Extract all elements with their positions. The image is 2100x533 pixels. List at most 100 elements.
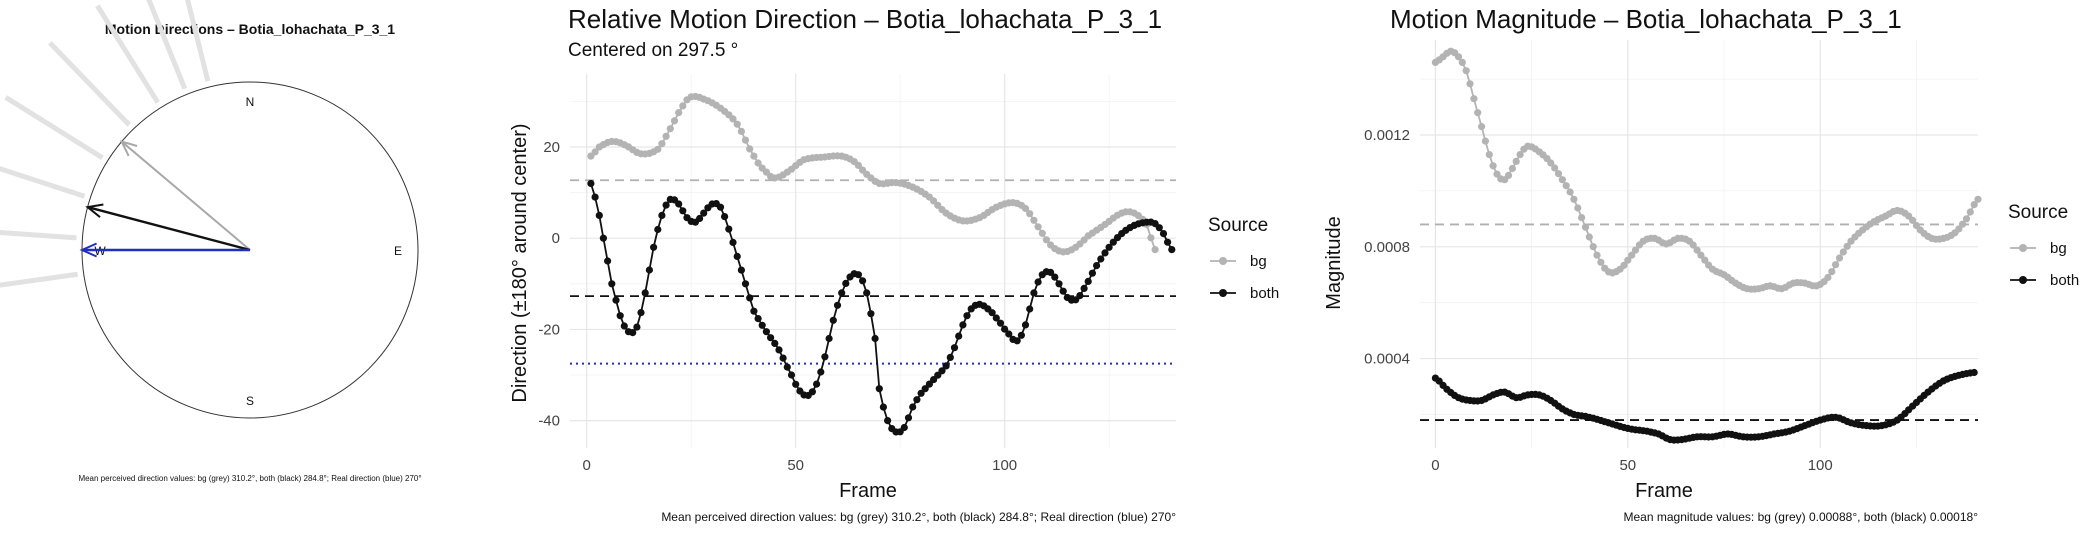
data-point-both [1047, 268, 1055, 276]
magnitude-ticks: 0 50 100 0.0004 0.0008 0.0012 [1364, 127, 1833, 474]
data-point-both [1005, 330, 1013, 338]
data-point-both [775, 346, 783, 354]
data-point-bg [1566, 188, 1574, 196]
magnitude-reference-lines [1420, 223, 1978, 421]
data-point-bg [1966, 208, 1974, 216]
data-point-both [696, 214, 704, 223]
data-point-both [808, 388, 816, 396]
data-point-bg [1551, 164, 1559, 172]
data-point-bg [1516, 151, 1524, 159]
data-point-both [587, 179, 595, 188]
data-point-bg [654, 145, 662, 153]
data-point-both [825, 334, 833, 343]
x-tick-label: 100 [1808, 457, 1833, 474]
data-point-both [792, 380, 800, 388]
data-point-bg [1504, 171, 1513, 179]
data-point-bg [750, 152, 758, 160]
data-point-bg [729, 115, 737, 123]
data-point-both [871, 334, 879, 343]
magnitude-caption: Mean magnitude values: bg (grey) 0.00088… [1624, 510, 1979, 524]
data-point-both [725, 225, 733, 233]
data-point-both [1021, 321, 1030, 329]
x-tick-label: 100 [992, 457, 1017, 474]
data-point-bg [1689, 241, 1697, 249]
data-point-both [1084, 277, 1092, 285]
data-point-both [833, 301, 842, 309]
data-point-both [746, 294, 754, 302]
data-point-bg [591, 148, 599, 156]
data-point-bg [1547, 159, 1555, 167]
data-point-both [737, 266, 745, 274]
direction-grid [570, 74, 1176, 448]
legend-label-bg: bg [2050, 240, 2067, 257]
data-point-both [641, 289, 649, 297]
data-point-both [838, 289, 846, 297]
data-point-bg [1585, 233, 1593, 241]
y-tick-label: 0.0012 [1364, 127, 1410, 144]
data-point-bg [1474, 109, 1482, 117]
data-point-bg [1843, 242, 1851, 250]
data-point-both [909, 403, 917, 411]
data-point-bg [1828, 268, 1836, 276]
x-tick-label: 0 [1431, 457, 1439, 474]
direction-legend: bg both [1210, 253, 1279, 302]
data-point-bg [1512, 157, 1520, 165]
data-point-bg [741, 136, 750, 144]
data-point-both [1097, 255, 1105, 263]
direction-x-label: Frame [839, 480, 897, 502]
data-point-both [1017, 331, 1025, 339]
data-point-both [662, 201, 670, 209]
data-point-bg [1839, 248, 1847, 256]
data-point-both [741, 280, 750, 288]
data-point-both [988, 309, 996, 317]
data-point-bg [1835, 254, 1844, 262]
background-ray [185, 0, 211, 82]
legend-label-bg: bg [1250, 253, 1267, 270]
data-point-bg [1574, 204, 1582, 212]
data-point-both [629, 329, 637, 337]
direction-title: Relative Motion Direction – Botia_lohach… [568, 4, 1162, 34]
data-point-both [859, 277, 867, 285]
data-point-both [1080, 284, 1088, 292]
data-point-bg [737, 127, 745, 135]
data-point-both [996, 319, 1005, 327]
data-point-bg [854, 161, 862, 169]
legend-marker-bg [2019, 244, 2027, 252]
arrow-head-both [85, 203, 104, 218]
data-point-both [637, 309, 645, 317]
data-point-both [950, 344, 959, 352]
data-point-bg [1478, 123, 1486, 131]
data-point-bg [1959, 220, 1967, 228]
y-tick-label: -40 [538, 413, 560, 430]
data-point-bg [1578, 214, 1586, 222]
y-tick-label: 20 [543, 139, 560, 156]
data-point-bg [1693, 246, 1701, 254]
data-point-bg [1493, 170, 1501, 178]
data-point-both [942, 362, 950, 370]
data-point-bg [1470, 95, 1478, 103]
data-point-bg [1597, 258, 1605, 266]
magnitude-chart: Motion Magnitude – Botia_lohachata_P_3_1… [1323, 4, 2079, 524]
data-point-both [767, 334, 775, 342]
magnitude-series [1431, 47, 1982, 444]
x-tick-label: 0 [583, 457, 591, 474]
data-point-both [875, 385, 883, 393]
data-point-bg [1508, 164, 1516, 173]
data-point-both [1055, 280, 1063, 288]
data-point-bg [1974, 195, 1982, 203]
background-ray [0, 230, 77, 241]
data-point-both [1164, 238, 1172, 246]
x-tick-label: 50 [787, 457, 804, 474]
data-point-both [884, 417, 892, 425]
data-point-bg [1554, 170, 1563, 178]
data-point-both [1026, 305, 1034, 313]
compass-caption: Mean perceived direction values: bg (gre… [78, 474, 421, 483]
magnitude-y-label: Magnitude [1323, 216, 1345, 309]
data-point-bg [1147, 234, 1155, 242]
data-point-bg [1030, 216, 1038, 224]
y-tick-label: 0 [552, 230, 560, 247]
data-point-both [963, 312, 971, 320]
data-point-bg [1909, 216, 1917, 224]
data-point-both [762, 328, 770, 336]
y-tick-label: 0.0008 [1364, 239, 1410, 256]
